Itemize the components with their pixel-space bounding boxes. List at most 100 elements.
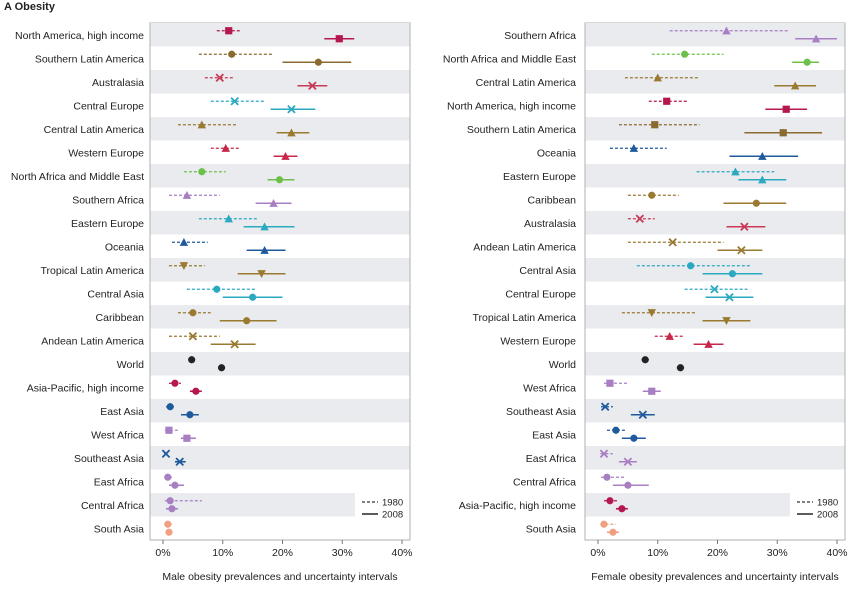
- point-2008: [722, 317, 731, 325]
- point-1980: [230, 97, 239, 106]
- row-band: [150, 164, 410, 188]
- x-tick-label: 20%: [707, 547, 728, 559]
- legend-1980-label: 1980: [817, 498, 838, 509]
- region-label: Central Asia: [519, 265, 576, 277]
- point-2008: [638, 410, 648, 419]
- point-1980: [647, 309, 656, 317]
- row-band: [585, 258, 845, 282]
- point-2008: [314, 58, 322, 66]
- point-2008: [165, 528, 173, 536]
- female-panel: Southern Africa North Africa and Middle E…: [443, 22, 848, 583]
- point-2008: [624, 481, 632, 489]
- region-label: Caribbean: [96, 312, 145, 324]
- point-1980: [161, 449, 171, 458]
- point-1980: [197, 120, 207, 129]
- point-1980: [653, 73, 662, 82]
- region-label: Southern Africa: [72, 194, 144, 206]
- point-1980: [648, 191, 656, 199]
- point-2008: [243, 317, 251, 325]
- region-label: North Africa and Middle East: [11, 171, 144, 183]
- region-label: North Africa and Middle East: [443, 53, 576, 65]
- point-2008: [281, 152, 290, 160]
- point-1980: [221, 144, 230, 152]
- point-2008: [704, 340, 713, 348]
- point-2008: [168, 505, 176, 513]
- region-label: West Africa: [91, 429, 144, 441]
- point-2008: [186, 411, 194, 419]
- point-2008: [171, 481, 179, 489]
- region-label: South Asia: [94, 523, 144, 535]
- region-label: Asia-Pacific, high income: [27, 382, 144, 394]
- legend-2008-label: 2008: [817, 510, 838, 521]
- point-2008: [249, 293, 257, 301]
- row-band: [585, 164, 845, 188]
- region-label: North America, high income: [447, 100, 576, 112]
- point-1980: [166, 403, 174, 411]
- row-band: [150, 23, 410, 47]
- point-2008: [676, 364, 685, 372]
- point-1980: [612, 426, 620, 434]
- region-label: West Africa: [523, 382, 576, 394]
- row-band: [150, 446, 410, 470]
- point-2008: [335, 35, 343, 43]
- point-2008: [192, 387, 200, 395]
- point-1980: [213, 285, 221, 293]
- point-1980: [179, 262, 189, 270]
- x-tick-label: 40%: [391, 547, 412, 559]
- point-1980: [665, 332, 674, 340]
- region-label: Central Asia: [87, 288, 144, 300]
- x-tick-label: 30%: [767, 547, 788, 559]
- point-1980: [603, 473, 611, 481]
- point-2008: [811, 34, 821, 43]
- point-2008: [779, 129, 787, 137]
- row-band: [585, 117, 845, 141]
- point-1980: [599, 449, 609, 458]
- x-axis-label: Female obesity prevalences and uncertain…: [591, 571, 838, 583]
- point-2008: [260, 246, 269, 254]
- point-1980: [635, 214, 645, 223]
- region-label: Central Latin America: [476, 77, 577, 89]
- region-label: Central Africa: [513, 476, 576, 488]
- region-label: Tropical Latin America: [41, 265, 145, 277]
- figure-title: A Obesity: [4, 1, 55, 13]
- point-2008: [183, 434, 191, 442]
- point-1980: [165, 426, 173, 434]
- point-2008: [217, 364, 226, 372]
- point-2008: [803, 58, 811, 66]
- legend-1980-label: 1980: [382, 498, 403, 509]
- region-label: Oceania: [537, 147, 576, 159]
- point-1980: [663, 97, 671, 105]
- row-band: [150, 117, 410, 141]
- row-band: [150, 70, 410, 94]
- point-2008: [269, 199, 278, 207]
- region-label: Western Europe: [500, 335, 576, 347]
- point-2008: [630, 434, 638, 442]
- point-1980: [651, 121, 659, 129]
- point-2008: [275, 176, 284, 184]
- region-label: World: [117, 359, 144, 371]
- point-1980: [600, 520, 608, 528]
- point-2008: [782, 105, 790, 113]
- point-1980: [641, 356, 649, 364]
- point-2008: [260, 222, 269, 231]
- point-1980: [600, 402, 610, 411]
- x-tick-label: 0%: [590, 547, 605, 559]
- region-label: East Asia: [100, 406, 144, 418]
- point-1980: [681, 50, 689, 58]
- point-2008: [308, 81, 317, 90]
- region-label: Western Europe: [68, 147, 144, 159]
- region-label: Oceania: [105, 241, 144, 253]
- male-panel: North America, high income Southern Latin…: [11, 22, 413, 583]
- region-label: Central Latin America: [44, 124, 145, 136]
- region-label: Tropical Latin America: [473, 312, 577, 324]
- point-1980: [224, 214, 233, 223]
- point-2008: [230, 340, 239, 349]
- region-label: Southern Latin America: [35, 53, 144, 65]
- row-band: [150, 305, 410, 329]
- row-band: [585, 399, 845, 423]
- point-1980: [606, 497, 614, 505]
- x-tick-label: 30%: [332, 547, 353, 559]
- point-2008: [287, 128, 296, 137]
- row-band: [585, 352, 845, 376]
